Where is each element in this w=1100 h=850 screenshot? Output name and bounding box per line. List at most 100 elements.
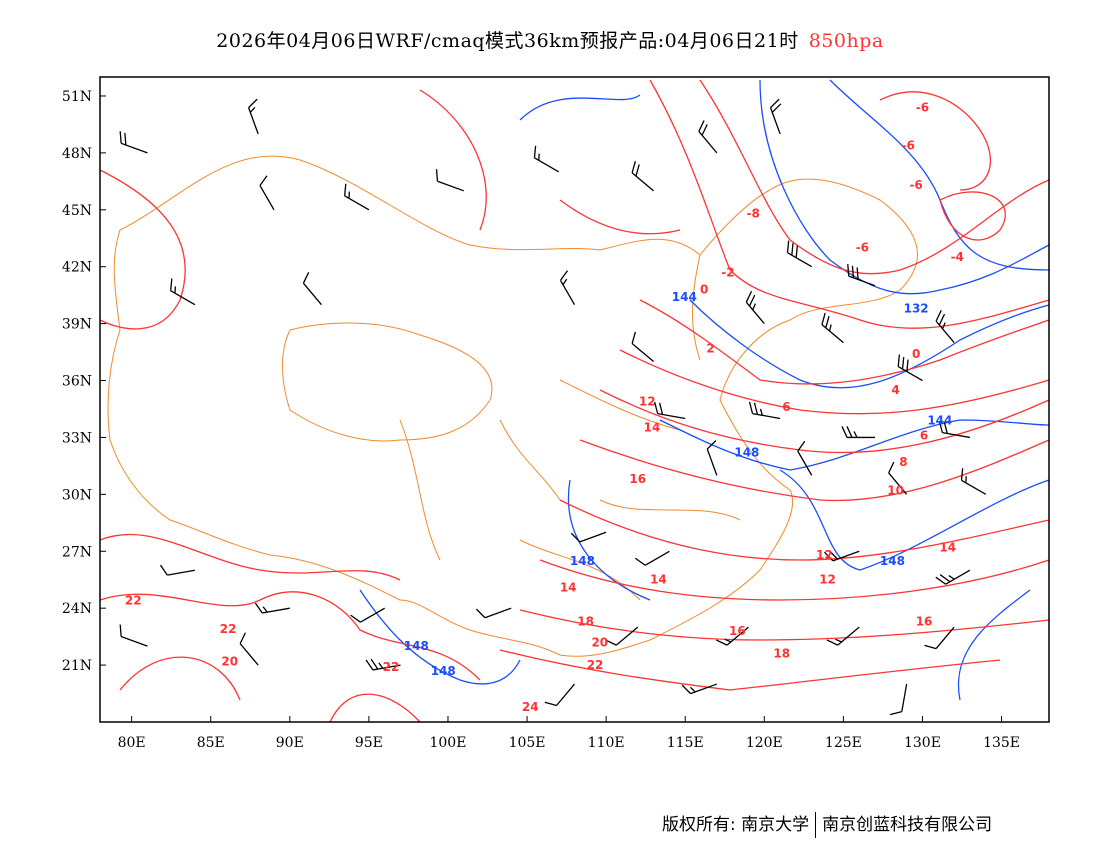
- temperature-contour-label: 0: [700, 282, 708, 296]
- lat-tick-label: 51N: [62, 89, 92, 105]
- copyright-text: 版权所有: 南京大学: [662, 815, 810, 835]
- lon-tick-label: 130E: [904, 735, 941, 751]
- wind-barb: [170, 278, 196, 306]
- temperature-contour-label: 22: [125, 594, 142, 608]
- lat-tick-label: 45N: [62, 203, 92, 219]
- temperature-contour-label: -2: [721, 265, 734, 279]
- wind-barb: [119, 131, 148, 154]
- wind-barb: [935, 309, 955, 344]
- lat-tick-label: 42N: [62, 260, 92, 276]
- wind-barb: [769, 98, 782, 135]
- temperature-contour-label: 18: [773, 647, 790, 661]
- temperature-contour-label: -6: [902, 138, 915, 152]
- wind-barb: [748, 401, 781, 420]
- wind-barb: [681, 683, 718, 695]
- lon-tick-label: 110E: [588, 735, 625, 751]
- border-lines: [107, 155, 918, 657]
- lon-tick-label: 120E: [746, 735, 783, 751]
- wind-barb: [745, 290, 765, 325]
- temperature-contour-label: 10: [887, 484, 904, 498]
- temperature-contour-label: -4: [951, 250, 964, 264]
- temperature-contour-label: 14: [560, 580, 577, 594]
- temperature-contour-label: 24: [522, 700, 539, 714]
- temperature-contour-label: 14: [650, 573, 667, 587]
- wind-barb: [475, 607, 512, 619]
- wind-barb: [570, 531, 607, 543]
- temperature-contour-label: 6: [920, 429, 928, 443]
- temperature-contours: [99, 79, 1050, 723]
- wind-barb: [786, 240, 813, 268]
- wind-barb: [841, 426, 876, 439]
- temperature-contour-label: 22: [587, 658, 604, 672]
- height-contour-label: 144: [927, 413, 952, 427]
- temperature-contour-label: -6: [909, 178, 922, 192]
- wind-barb: [823, 550, 860, 562]
- temperature-contour-label: 8: [899, 455, 907, 469]
- wind-barb: [706, 440, 718, 476]
- wind-barb: [847, 264, 876, 287]
- wind-barb: [631, 161, 655, 192]
- wind-barb: [631, 331, 655, 363]
- temperature-contour-label: 16: [916, 614, 933, 628]
- wind-barb: [653, 401, 686, 420]
- lat-tick-label: 33N: [62, 430, 92, 446]
- wind-barb: [935, 569, 971, 585]
- lat-tick-label: 27N: [62, 544, 92, 560]
- lon-tick-label: 115E: [667, 735, 704, 751]
- lat-tick-label: 48N: [62, 146, 92, 162]
- map-frame: [99, 76, 1050, 723]
- wind-barbs: [119, 98, 987, 716]
- height-contour-label: 132: [904, 301, 929, 315]
- wind-barb: [119, 624, 148, 647]
- map-title: 2026年04月06日WRF/cmaq模式36km预报产品:04月06日21时 8…: [0, 26, 1100, 53]
- height-contour-label: 144: [672, 290, 697, 304]
- wind-barb: [924, 626, 955, 650]
- lat-tick-label: 36N: [62, 374, 92, 390]
- temperature-contour-label: 6: [782, 400, 790, 414]
- lat-tick-label: 24N: [62, 601, 92, 617]
- wind-barb: [533, 145, 560, 173]
- wind-barb: [365, 658, 401, 671]
- lon-tick-label: 125E: [825, 735, 862, 751]
- lon-tick-label: 85E: [197, 735, 225, 751]
- title-text: 2026年04月06日WRF/cmaq模式36km预报产品:04月06日21时: [216, 30, 799, 52]
- height-contour-label: 148: [404, 639, 429, 653]
- wind-barb: [559, 270, 576, 305]
- wind-barb: [605, 626, 639, 646]
- wind-barb: [239, 632, 259, 666]
- lon-tick-label: 95E: [355, 735, 383, 751]
- lon-tick-label: 80E: [118, 735, 146, 751]
- height-contour-label: 148: [570, 554, 595, 568]
- temperature-contour-label: 20: [221, 654, 238, 668]
- temperature-contour-label: 14: [939, 540, 956, 554]
- wind-barb: [960, 468, 987, 495]
- axis-ticks: 80E 85E 90E 95E 100E 105E 110E 115E 120E 125E 130E…: [62, 89, 1020, 751]
- wind-barb: [259, 175, 275, 211]
- wind-barb: [544, 683, 575, 707]
- wind-barb: [715, 626, 749, 646]
- lat-tick-label: 21N: [62, 658, 92, 674]
- temperature-contour-label: 12: [639, 394, 656, 408]
- wind-barb: [247, 98, 259, 135]
- lat-tick-label: 39N: [62, 317, 92, 333]
- lat-tick-label: 30N: [62, 487, 92, 503]
- temperature-contour-label: -6: [856, 241, 869, 255]
- temperature-contour-label: 16: [629, 472, 646, 486]
- temperature-contour-label: 18: [577, 614, 594, 628]
- wind-barb: [938, 420, 971, 439]
- wind-barb: [797, 440, 813, 476]
- wind-barb: [826, 626, 860, 646]
- contour-labels: -6-6-6-6-8-4-202 046681012141612121414141…: [125, 100, 964, 713]
- wind-barb: [698, 120, 718, 154]
- wind-barb: [888, 461, 908, 495]
- temperature-contour-label: 2: [706, 341, 714, 355]
- wind-barb: [821, 312, 844, 344]
- footer: 版权所有: 南京大学 南京创蓝科技有限公司: [662, 810, 992, 838]
- pressure-level: 850hpa: [808, 30, 884, 52]
- temperature-contour-label: 12: [819, 573, 836, 587]
- temperature-contour-label: -8: [747, 207, 760, 221]
- wind-barb: [254, 602, 290, 614]
- lon-tick-label: 135E: [983, 735, 1020, 751]
- wind-barb: [302, 272, 322, 306]
